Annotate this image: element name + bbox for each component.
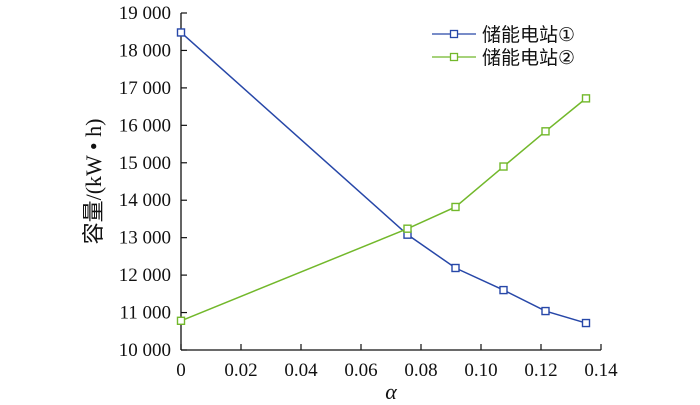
x-tick-label: 0 [176,360,186,381]
series-2-point [499,162,508,171]
x-tick-label: 0.14 [584,360,618,381]
legend-marker-series-1 [449,29,459,39]
x-axis-title: α [385,379,397,404]
x-tick-label: 0.06 [344,360,377,381]
series-1-line [180,31,587,324]
series-1-point [541,306,550,316]
series-group [176,28,591,328]
series-1-point [176,28,186,37]
legend: 储能电站① 储能电站② [432,24,575,69]
series-2-point [541,127,550,136]
x-tick-label: 0.12 [524,360,557,381]
y-tick-label: 10 000 [119,340,171,361]
legend-marker-series-2 [449,52,459,62]
series-2-point [176,316,186,325]
series-1-point [581,318,591,328]
y-tick-label: 19 000 [119,3,171,24]
y-tick-label: 15 000 [119,153,171,174]
series-2-point [403,224,412,233]
legend-item-series-1: 储能电站① [432,24,575,46]
y-tick-label: 17 000 [119,78,171,99]
y-tick-label: 14 000 [119,190,171,211]
legend-item-series-2: 储能电站② [432,47,575,69]
series-2-point [581,94,591,103]
y-tick-label: 16 000 [119,115,171,136]
series-2-line [180,97,587,322]
series-2 [176,94,591,325]
series-2-point [451,202,460,212]
x-tick-label: 0.02 [224,360,257,381]
series-1 [176,28,591,328]
x-tick-label: 0.04 [284,360,318,381]
x-tick-label: 0.08 [404,360,437,381]
y-tick-label: 11 000 [119,303,171,324]
y-tick-label: 12 000 [119,265,171,286]
y-tick-label: 18 000 [119,40,171,61]
legend-label-series-1: 储能电站① [482,24,575,46]
y-tick-label: 13 000 [119,228,171,249]
axes: 10 000 11 000 12 000 13 000 14 000 15 000 16 0… [119,3,618,381]
series-1-point [499,285,508,295]
y-axis-title: 容量/(kW • h) [81,119,106,245]
x-tick-label: 0.10 [464,360,497,381]
y-axis-ticks: 10 000 11 000 12 000 13 000 14 000 15 000 16 0… [119,3,187,361]
x-axis-ticks: 0 0.02 0.04 0.06 0.08 0.10 0.12 0.14 [176,344,618,381]
series-1-point [451,263,460,273]
legend-label-series-2: 储能电站② [482,47,575,69]
